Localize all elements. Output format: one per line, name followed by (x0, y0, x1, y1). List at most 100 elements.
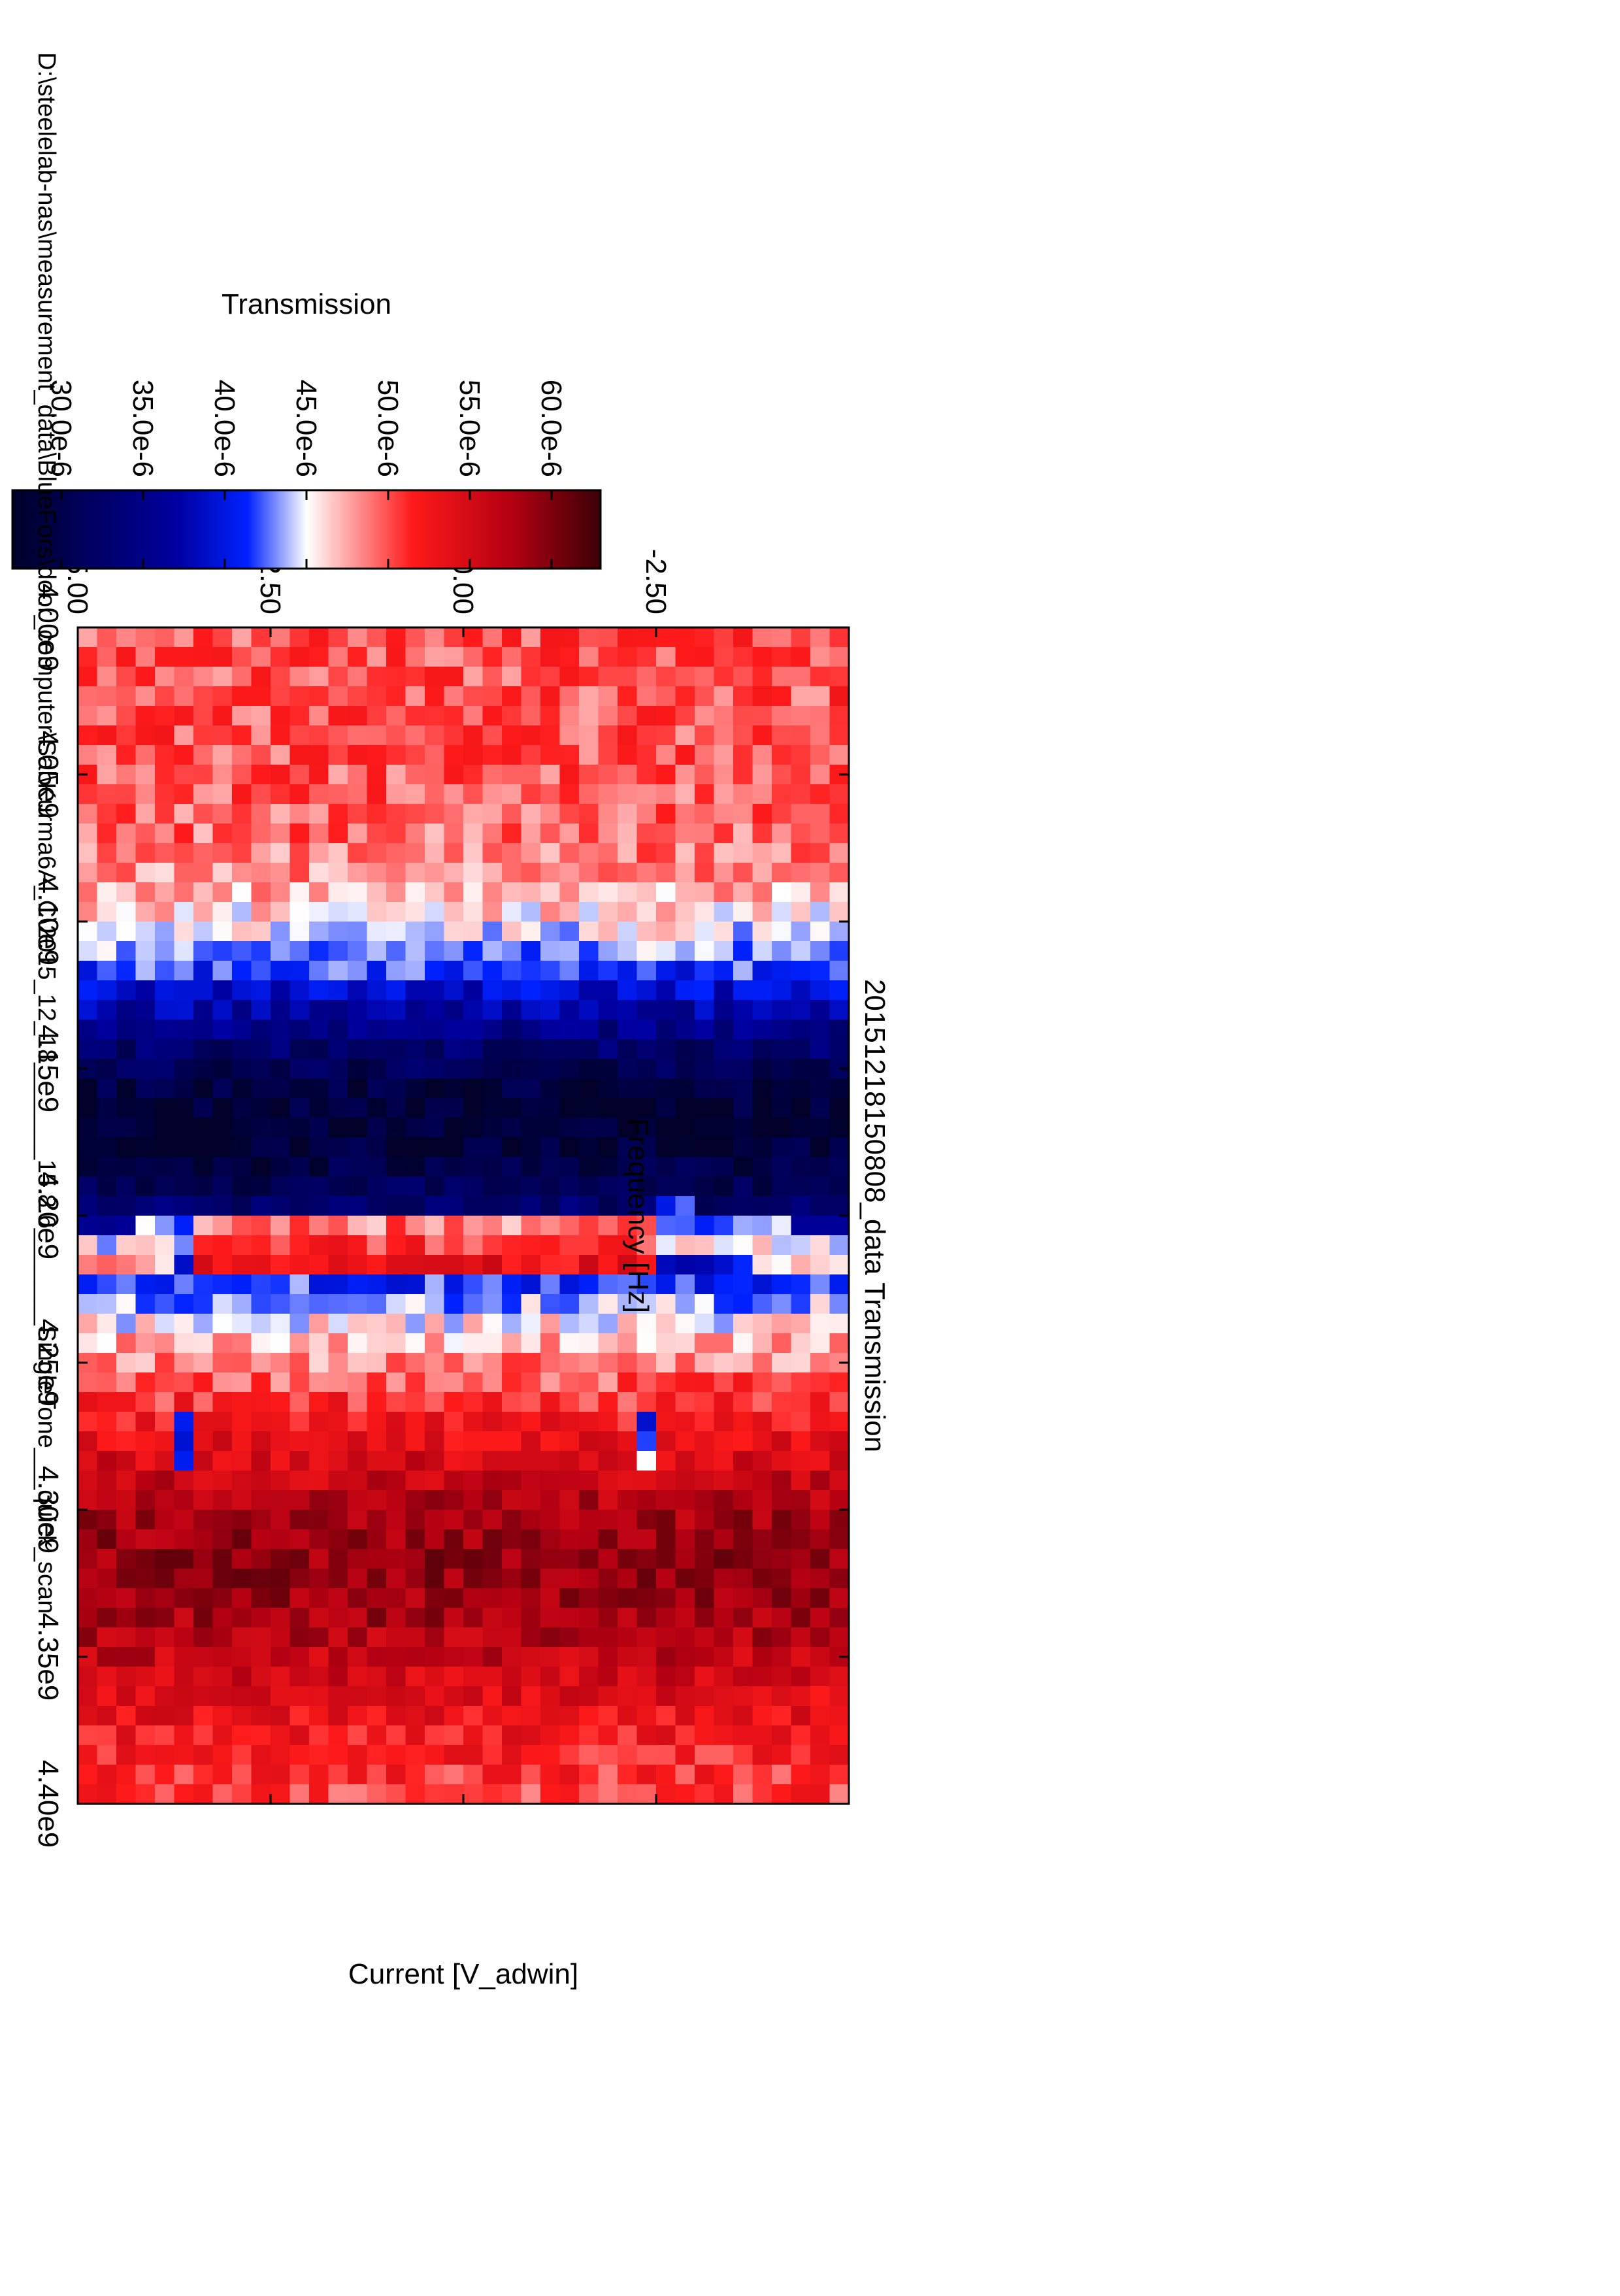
heatmap-cell (250, 1471, 271, 1491)
heatmap-cell (154, 1392, 174, 1412)
heatmap-cell (578, 1098, 599, 1118)
heatmap-cell (578, 1725, 599, 1746)
heatmap-cell (347, 1353, 367, 1373)
heatmap-cell (193, 843, 213, 863)
heatmap-cell (540, 686, 560, 707)
heatmap-cell (443, 941, 463, 961)
heatmap-cell (77, 1333, 97, 1354)
heatmap-cell (694, 941, 714, 961)
heatmap-cell (733, 706, 753, 726)
heatmap-cell (463, 1039, 483, 1059)
heatmap-cell (231, 804, 252, 824)
heatmap-cell (366, 1235, 386, 1256)
heatmap-cell (752, 1588, 772, 1608)
heatmap-cell (347, 1333, 367, 1354)
heatmap-cell (597, 1196, 618, 1216)
heatmap-cell (597, 1000, 618, 1020)
heatmap-cell (96, 804, 116, 824)
heatmap-cell (386, 1412, 406, 1432)
heatmap-cell (655, 667, 676, 687)
heatmap-cell (308, 941, 329, 961)
heatmap-cell (77, 824, 97, 844)
heatmap-cell (636, 1118, 656, 1138)
heatmap-cell (655, 1333, 676, 1354)
heatmap-cell (231, 1196, 252, 1216)
heatmap-cell (694, 1196, 714, 1216)
heatmap-cell (424, 843, 444, 863)
heatmap-cell (386, 1510, 406, 1530)
heatmap-cell (559, 1294, 579, 1314)
heatmap-cell (347, 804, 367, 824)
heatmap-cell (116, 980, 136, 1001)
heatmap-cell (386, 1569, 406, 1589)
heatmap-cell (674, 1529, 695, 1550)
heatmap-cell (77, 745, 97, 765)
heatmap-cell (520, 1765, 540, 1785)
heatmap-cell (713, 667, 733, 687)
heatmap-cell (405, 1255, 425, 1275)
heatmap-cell (250, 941, 271, 961)
heatmap-cell (250, 1667, 271, 1687)
heatmap-cell (116, 1667, 136, 1687)
heatmap-cell (694, 1353, 714, 1373)
heatmap-cell (482, 1608, 502, 1628)
heatmap-cell (347, 1431, 367, 1452)
heatmap-cell (790, 784, 810, 805)
heatmap-cell (771, 1510, 791, 1530)
heatmap-cell (733, 1725, 753, 1746)
heatmap-cell (173, 1196, 193, 1216)
heatmap-cell (327, 1255, 348, 1275)
heatmap-cell (212, 843, 232, 863)
heatmap-cell (559, 1588, 579, 1608)
heatmap-cell (578, 1176, 599, 1197)
heatmap-cell (463, 980, 483, 1001)
heatmap-cell (443, 863, 463, 883)
colorbar-tick-label: 45.0e-6 (290, 380, 322, 477)
heatmap-cell (308, 1353, 329, 1373)
heatmap-cell (289, 686, 309, 707)
heatmap-cell (713, 1745, 733, 1765)
heatmap-cell (154, 1020, 174, 1040)
heatmap-cell (116, 1647, 136, 1667)
heatmap-cell (135, 941, 155, 961)
heatmap-cell (597, 725, 618, 746)
heatmap-cell (193, 1255, 213, 1275)
heatmap-cell (77, 1569, 97, 1589)
heatmap-cell (270, 706, 290, 726)
heatmap-cell (77, 1216, 97, 1236)
heatmap-cell (289, 1020, 309, 1040)
heatmap-cell (636, 1078, 656, 1099)
heatmap-cell (655, 1216, 676, 1236)
heatmap-cell (617, 1314, 637, 1334)
heatmap-cell (116, 1020, 136, 1040)
heatmap-cell (790, 1745, 810, 1765)
heatmap-cell (366, 1118, 386, 1138)
heatmap-cell (810, 1529, 830, 1550)
heatmap-cell (424, 1392, 444, 1412)
colorbar-label: Transmission (222, 288, 391, 320)
heatmap-cell (154, 1137, 174, 1157)
heatmap-cell (289, 1549, 309, 1569)
heatmap-cell (347, 1784, 367, 1805)
heatmap-cell (173, 804, 193, 824)
heatmap-cell (193, 784, 213, 805)
heatmap-cell (424, 1039, 444, 1059)
heatmap-cell (597, 1118, 618, 1138)
heatmap-cell (135, 1529, 155, 1550)
heatmap-cell (154, 1098, 174, 1118)
heatmap-cell (193, 1000, 213, 1020)
heatmap-cell (443, 1765, 463, 1785)
heatmap-cell (829, 1745, 849, 1765)
heatmap-cell (578, 1431, 599, 1452)
heatmap-cell (366, 1059, 386, 1079)
heatmap-cell (597, 1020, 618, 1040)
heatmap-cell (713, 1490, 733, 1510)
heatmap-cell (597, 1294, 618, 1314)
heatmap-cell (810, 1059, 830, 1079)
heatmap-cell (424, 961, 444, 981)
heatmap-cell (173, 1784, 193, 1805)
heatmap-cell (694, 1373, 714, 1393)
heatmap-cell (636, 1784, 656, 1805)
heatmap-cell (463, 1000, 483, 1020)
heatmap-cell (289, 1373, 309, 1393)
